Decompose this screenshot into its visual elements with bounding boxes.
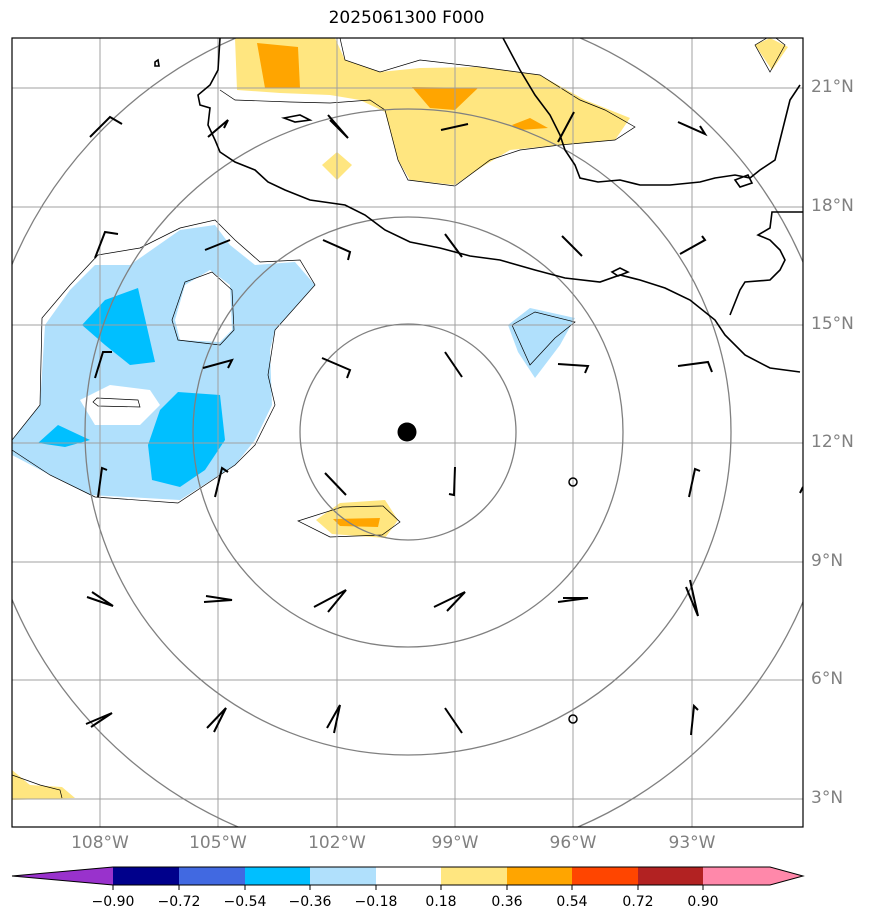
contour-hole-outline: [171, 271, 235, 346]
lon-label-105w: 105°W: [189, 833, 247, 853]
wind-barbs: [85, 111, 803, 736]
plot-frame: [11, 37, 804, 828]
colorbar-label: 0.90: [687, 894, 719, 910]
contour-sw-outline: [12, 774, 63, 799]
storm-center-marker: [397, 422, 417, 442]
colorbar-extend-low: [12, 867, 113, 885]
negative-field-light: [12, 225, 315, 500]
colorbar-label: −0.18: [354, 894, 398, 910]
contour-north-outline: [219, 38, 636, 187]
contour-negative-outline: [12, 219, 316, 504]
lat-label-21n: 21°N: [811, 77, 854, 97]
positive-field-north-mid-3: [512, 118, 548, 130]
lat-lon-grid: [12, 38, 803, 827]
colorbar-label: 0.36: [491, 894, 523, 910]
contour-south-outline: [297, 505, 401, 538]
lon-label-102w: 102°W: [308, 833, 366, 853]
positive-field-ne: [755, 38, 788, 70]
contour-east-outline: [511, 311, 576, 366]
colorbar-label: −0.90: [91, 894, 135, 910]
lon-label-99w: 99°W: [431, 833, 479, 853]
map-title: 2025061300 F000: [328, 8, 485, 28]
colorbar-extend-high: [703, 867, 803, 885]
field-layer: [12, 38, 803, 827]
lat-label-6n: 6°N: [811, 669, 844, 689]
lon-label-96w: 96°W: [549, 833, 597, 853]
lat-label-3n: 3°N: [811, 788, 844, 808]
colorbar-label: 0.72: [622, 894, 654, 910]
colorbar-label: −0.72: [157, 894, 201, 910]
positive-field-north-mid-2: [412, 87, 478, 110]
lat-label-12n: 12°N: [811, 432, 854, 452]
range-rings: [12, 38, 803, 827]
positive-field-south-mid: [333, 518, 380, 527]
colorbar: [11, 866, 805, 890]
colorbar-label: −0.36: [288, 894, 332, 910]
negative-field-mid-2: [148, 392, 225, 487]
lon-label-108w: 108°W: [71, 833, 129, 853]
negative-field-east: [508, 308, 575, 378]
colorbar-label: 0.54: [556, 894, 588, 910]
lat-label-9n: 9°N: [811, 551, 844, 571]
lat-label-18n: 18°N: [811, 196, 854, 216]
lon-label-93w: 93°W: [668, 833, 716, 853]
calm-wind-circles: [568, 477, 578, 724]
lat-label-15n: 15°N: [811, 314, 854, 334]
contour-hole-outline-2: [92, 397, 141, 408]
colorbar-label: 0.18: [425, 894, 457, 910]
positive-field-north-mid-1: [257, 43, 300, 88]
coastline: [154, 38, 803, 373]
positive-field-north: [235, 38, 630, 185]
colorbar-label: −0.54: [223, 894, 267, 910]
negative-field-mid-3: [38, 425, 90, 447]
positive-field-sw: [12, 770, 75, 800]
